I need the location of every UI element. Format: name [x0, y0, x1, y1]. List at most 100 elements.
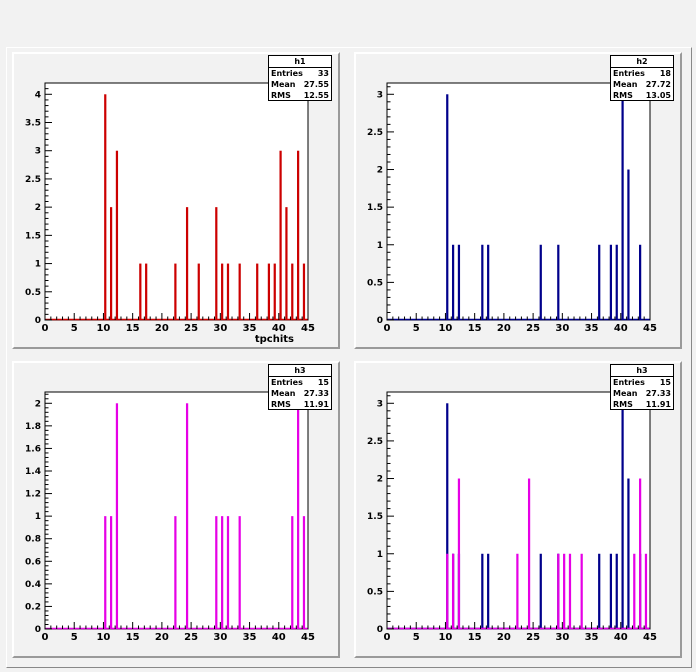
y-tick-label: 0.4: [25, 580, 41, 590]
stats-box: h1 Entries 33 Mean 27.55 RMS 12.55: [268, 55, 332, 101]
x-tick-label: 5: [71, 323, 78, 334]
x-tick-label: 0: [384, 632, 391, 643]
y-tick-label: 2: [377, 166, 383, 176]
x-tick-label: 15: [468, 323, 482, 334]
histogram-bar: [557, 553, 560, 629]
histogram-bar: [109, 207, 113, 320]
histogram-bar: [639, 244, 642, 320]
x-tick-label: 20: [155, 632, 169, 643]
x-tick-label: 10: [438, 632, 452, 643]
histogram-bar: [291, 516, 294, 629]
x-tick-label: 30: [213, 632, 227, 643]
x-tick-label: 0: [42, 632, 49, 643]
histogram-bar: [609, 244, 613, 320]
histogram-bar: [627, 478, 630, 629]
histogram-bar: [568, 553, 572, 629]
x-tick-label: 40: [614, 323, 628, 334]
y-tick-label: 3: [377, 90, 383, 100]
histogram-bar: [527, 478, 531, 629]
histogram-bar: [291, 263, 294, 320]
y-tick-label: 1.5: [367, 512, 383, 522]
stats-row-mean: Mean 27.33: [271, 389, 329, 398]
histogram-bar: [185, 207, 189, 320]
histogram-bar: [451, 553, 455, 629]
y-tick-label: 3.5: [25, 119, 41, 129]
x-tick-label: 45: [301, 323, 315, 334]
x-tick-label: 5: [71, 632, 78, 643]
y-tick-label: 3: [377, 399, 383, 409]
y-tick-label: 1.4: [25, 467, 41, 477]
histogram-bar: [285, 207, 288, 320]
histogram-bar: [267, 263, 271, 320]
histogram-bar: [627, 169, 630, 320]
x-tick-label: 20: [155, 323, 169, 334]
x-tick-label: 20: [497, 323, 511, 334]
histogram-plot: 0 5 10 15 20 25 30 35 40 45 0 0.5 1 1.5 2 2.5 3: [367, 82, 657, 334]
histogram-bar: [609, 553, 613, 629]
stats-row-rms: RMS 13.05: [613, 91, 671, 100]
histogram-bar: [457, 244, 461, 320]
histogram-bar: [279, 150, 282, 320]
x-tick-label: 40: [272, 632, 286, 643]
x-tick-label: 45: [301, 632, 315, 643]
y-tick-label: 1.8: [25, 422, 41, 432]
x-tick-label: 30: [555, 632, 569, 643]
histogram-bar: [539, 244, 542, 320]
histogram-bar: [446, 553, 449, 629]
histogram-bar: [104, 94, 107, 321]
histogram-bar: [615, 553, 618, 629]
stats-box: h3 Entries 15 Mean 27.33 RMS 11.91: [610, 364, 674, 410]
stats-row-entries: Entries 33: [271, 69, 329, 78]
x-tick-label: 45: [643, 323, 657, 334]
x-tick-label: 10: [96, 323, 110, 334]
pad-h3[interactable]: 0 5 10 15 20 25 30 35 40 45 0 0.2 0.4 0.6 0.8 1 1.2 1.4 1.…: [12, 361, 340, 658]
x-tick-label: 30: [213, 323, 227, 334]
histogram-bar: [221, 263, 224, 320]
x-tick-label: 25: [184, 323, 198, 334]
y-tick-label: 0.8: [25, 535, 41, 545]
stats-title: h3: [269, 365, 331, 377]
x-tick-label: 25: [184, 632, 198, 643]
x-tick-label: 35: [243, 323, 257, 334]
histogram-bar: [185, 403, 189, 629]
pad-h3-overlay[interactable]: 0 5 10 15 20 25 30 35 40 45 0 0.5 1 1.5 2 2.5 3 h3 Entri…: [354, 361, 682, 658]
y-tick-label: 0.6: [25, 557, 41, 567]
pad-h2[interactable]: 0 5 10 15 20 25 30 35 40 45 0 0.5 1 1.5 2 2.5 3 h2 Entri…: [354, 52, 682, 349]
y-tick-label: 0: [377, 316, 383, 326]
histogram-bar: [104, 516, 107, 629]
histogram-bar: [563, 553, 566, 629]
stats-row-rms: RMS 12.55: [271, 91, 329, 100]
y-tick-label: 0.5: [367, 278, 383, 288]
x-tick-label: 15: [126, 632, 140, 643]
histogram-bar: [487, 244, 490, 320]
stats-title: h1: [269, 56, 331, 68]
x-tick-label: 20: [497, 632, 511, 643]
histogram-bar: [139, 263, 142, 320]
stats-row-entries: Entries 18: [613, 69, 671, 78]
histogram-bar: [621, 403, 624, 629]
y-tick-label: 0.5: [25, 288, 41, 298]
histogram-bar: [516, 553, 519, 629]
stats-title: h2: [611, 56, 673, 68]
stats-box: h3 Entries 15 Mean 27.33 RMS 11.91: [268, 364, 332, 410]
x-tick-label: 5: [413, 632, 420, 643]
histogram-bar: [457, 478, 461, 629]
plot-area: [386, 82, 651, 321]
x-tick-label: 45: [643, 632, 657, 643]
histogram-bar: [115, 403, 119, 629]
histogram-bar: [215, 516, 218, 629]
stats-row-rms: RMS 11.91: [271, 400, 329, 409]
histogram-bar: [598, 553, 601, 629]
histogram-bar: [297, 403, 300, 629]
stats-row-entries: Entries 15: [271, 378, 329, 387]
y-tick-label: 1: [35, 512, 41, 522]
x-tick-label: 0: [384, 323, 391, 334]
histogram-bar: [109, 516, 113, 629]
y-tick-label: 1.6: [25, 444, 41, 454]
histogram-plot: 0 5 10 15 20 25 30 35 40 45 0 0.5 1 1.5 2 2.5 3 3.5 4 tpchi…: [25, 82, 315, 345]
x-tick-label: 40: [272, 323, 286, 334]
pad-h1[interactable]: 0 5 10 15 20 25 30 35 40 45 0 0.5 1 1.5 2 2.5 3 3.5 4 tpchi…: [12, 52, 340, 349]
x-tick-label: 0: [42, 323, 49, 334]
histogram-bar: [256, 263, 259, 320]
histogram-bar: [226, 263, 230, 320]
